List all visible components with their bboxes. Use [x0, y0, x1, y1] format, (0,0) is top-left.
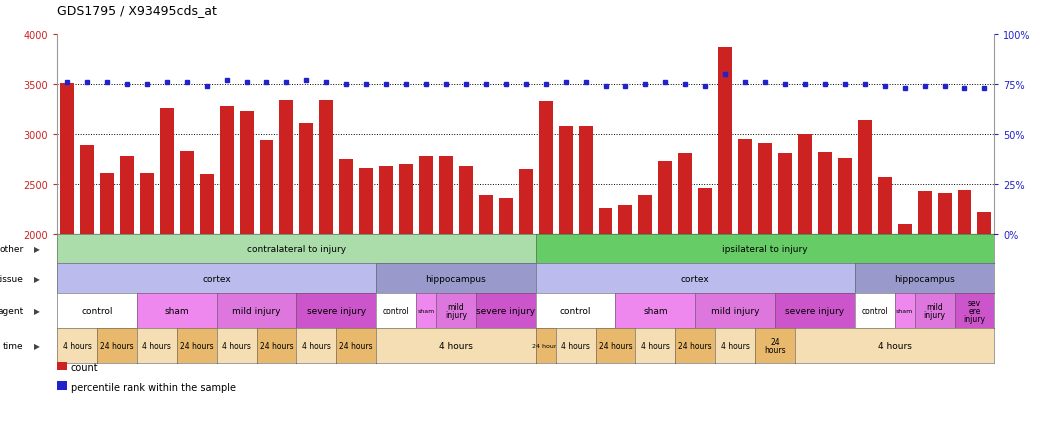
Text: ▶: ▶ [33, 245, 39, 253]
Bar [957, 191, 972, 234]
Text: 4 hours: 4 hours [439, 341, 473, 350]
Text: 4 hours: 4 hours [720, 341, 749, 350]
Bar [260, 141, 273, 234]
Text: GDS1795 / X93495cds_at: GDS1795 / X93495cds_at [57, 4, 217, 17]
Bar [758, 144, 772, 234]
Text: ▶: ▶ [33, 274, 39, 283]
Bar [678, 154, 692, 234]
Text: count: count [71, 362, 99, 372]
Bar [818, 152, 831, 234]
Text: time: time [3, 341, 23, 350]
Bar [778, 154, 792, 234]
Text: 24 hours: 24 hours [100, 341, 134, 350]
Bar [279, 101, 294, 234]
Bar [140, 174, 154, 234]
Bar [120, 157, 134, 234]
Text: hippocampus: hippocampus [426, 274, 487, 283]
Bar [439, 157, 453, 234]
Bar [499, 198, 513, 234]
Bar [937, 194, 952, 234]
Bar [180, 151, 194, 234]
Bar [718, 48, 732, 234]
Text: mild injury: mild injury [233, 306, 280, 315]
Text: 24 hours: 24 hours [180, 341, 214, 350]
Bar [738, 139, 753, 234]
Bar [918, 191, 931, 234]
Text: 4 hours: 4 hours [878, 341, 911, 350]
Bar [658, 161, 673, 234]
Bar [878, 178, 892, 234]
Bar [199, 174, 214, 234]
Bar [479, 195, 493, 234]
Text: mild injury: mild injury [711, 306, 760, 315]
Text: sham: sham [417, 308, 435, 313]
Text: control: control [559, 306, 592, 315]
Text: contralateral to injury: contralateral to injury [247, 245, 346, 253]
Bar [539, 102, 552, 234]
Bar [459, 167, 473, 234]
Text: mild
injury: mild injury [445, 302, 467, 319]
Bar [619, 205, 632, 234]
Text: ▶: ▶ [33, 341, 39, 350]
Text: 24 hours: 24 hours [531, 343, 559, 348]
Text: sham: sham [896, 308, 913, 313]
Bar [299, 124, 313, 234]
Bar [359, 168, 374, 234]
Text: hippocampus: hippocampus [894, 274, 955, 283]
Text: sev
ere
injury: sev ere injury [963, 298, 985, 323]
Text: control: control [862, 306, 889, 315]
Text: 4 hours: 4 hours [62, 341, 91, 350]
Text: mild
injury: mild injury [924, 302, 946, 319]
Bar [978, 212, 991, 234]
Bar [100, 174, 114, 234]
Text: severe injury: severe injury [786, 306, 845, 315]
Bar [399, 164, 413, 234]
Text: 4 hours: 4 hours [222, 341, 251, 350]
Text: 24 hours: 24 hours [339, 341, 373, 350]
Bar [558, 127, 573, 234]
Bar [80, 145, 94, 234]
Text: 24
hours: 24 hours [764, 337, 786, 354]
Text: severe injury: severe injury [476, 306, 536, 315]
Text: 4 hours: 4 hours [142, 341, 171, 350]
Bar [60, 84, 74, 234]
Bar [699, 188, 712, 234]
Bar [419, 157, 433, 234]
Bar [798, 135, 812, 234]
Text: sham: sham [644, 306, 667, 315]
Bar [160, 108, 173, 234]
Bar [379, 167, 393, 234]
Text: 24 hours: 24 hours [260, 341, 294, 350]
Text: 24 hours: 24 hours [599, 341, 632, 350]
Text: tissue: tissue [0, 274, 23, 283]
Text: cortex: cortex [202, 274, 231, 283]
Text: 24 hours: 24 hours [679, 341, 712, 350]
Text: 4 hours: 4 hours [640, 341, 670, 350]
Bar [220, 107, 234, 234]
Text: control: control [81, 306, 113, 315]
Bar [838, 158, 852, 234]
Bar [898, 224, 911, 234]
Bar [519, 169, 532, 234]
Text: other: other [0, 245, 23, 253]
Text: percentile rank within the sample: percentile rank within the sample [71, 382, 236, 391]
Text: 4 hours: 4 hours [562, 341, 590, 350]
Text: cortex: cortex [681, 274, 710, 283]
Text: severe injury: severe injury [306, 306, 365, 315]
Text: sham: sham [164, 306, 189, 315]
Bar [638, 195, 653, 234]
Text: 4 hours: 4 hours [302, 341, 331, 350]
Text: control: control [383, 306, 410, 315]
Bar [320, 101, 333, 234]
Text: ipsilateral to injury: ipsilateral to injury [722, 245, 808, 253]
Bar [578, 127, 593, 234]
Bar [599, 208, 612, 234]
Bar [240, 112, 253, 234]
Text: agent: agent [0, 306, 23, 315]
Text: ▶: ▶ [33, 306, 39, 315]
Bar [857, 121, 872, 234]
Bar [339, 159, 353, 234]
